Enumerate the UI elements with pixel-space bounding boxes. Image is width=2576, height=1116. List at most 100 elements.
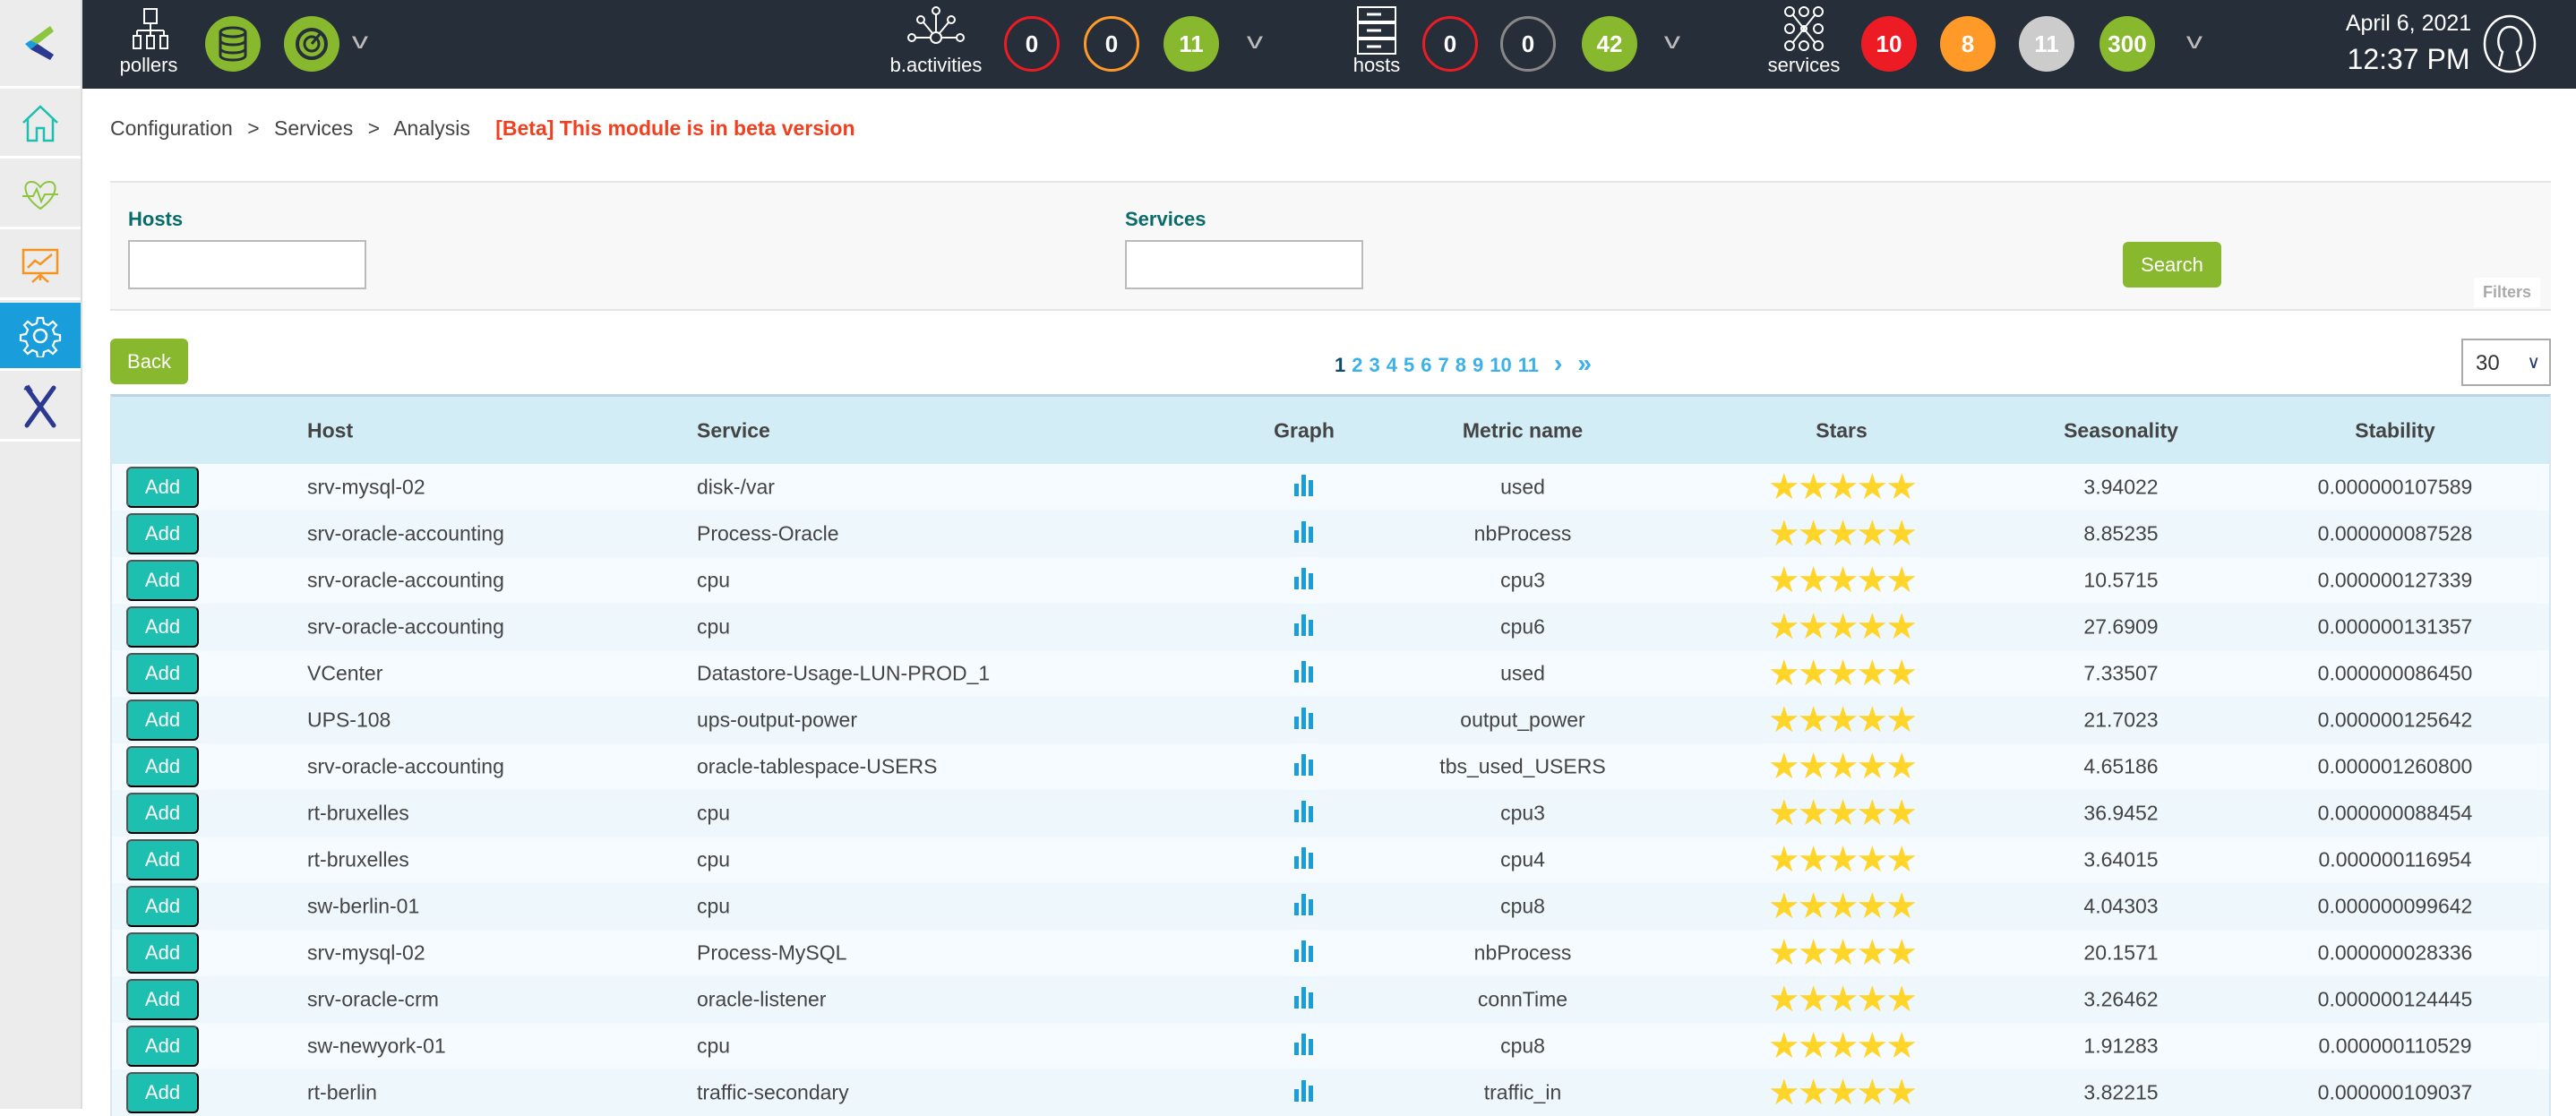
hosts-up-count[interactable]: 42 — [1582, 16, 1637, 72]
hosts-filter-input[interactable] — [128, 240, 366, 289]
metric-cell: nbProcess — [1473, 521, 1572, 545]
star-icon: ★ — [1856, 561, 1888, 600]
filters-tab[interactable]: Filters — [2473, 278, 2540, 307]
bactivities-critical-count[interactable]: 0 — [1004, 16, 1060, 72]
page-link[interactable]: 1 — [1335, 354, 1346, 376]
add-button[interactable]: Add — [126, 653, 199, 694]
add-button[interactable]: Add — [126, 932, 199, 974]
stars-rating: ★★★★★ — [1768, 560, 1918, 601]
per-page-select[interactable]: 30 ∨ — [2461, 339, 2551, 386]
bactivities-chevron-down-icon[interactable]: v — [1246, 27, 1264, 54]
host-cell: srv-oracle-accounting — [307, 568, 504, 592]
add-button[interactable]: Add — [126, 1026, 199, 1067]
sidebar-item-administration[interactable] — [0, 373, 81, 442]
bactivities-ok-count[interactable]: 11 — [1163, 16, 1219, 72]
page-link[interactable]: 8 — [1455, 354, 1466, 376]
last-page-link[interactable]: » — [1577, 349, 1592, 377]
hosts-filter-label: Hosts — [128, 208, 184, 230]
page-link[interactable]: 10 — [1490, 354, 1512, 376]
add-button[interactable]: Add — [126, 793, 199, 834]
seasonality-cell: 1.91283 — [2083, 1034, 2159, 1058]
pollers-menu[interactable]: pollers — [120, 0, 177, 89]
stability-cell: 0.000000125642 — [2317, 708, 2473, 732]
graph-icon[interactable] — [1292, 752, 1316, 781]
services-filter-input[interactable] — [1125, 240, 1363, 289]
star-icon: ★ — [1797, 980, 1830, 1019]
page-link[interactable]: 11 — [1517, 354, 1539, 376]
page-link[interactable]: 2 — [1352, 354, 1363, 376]
stars-rating: ★★★★★ — [1768, 793, 1918, 834]
service-cell: Datastore-Usage-LUN-PROD_1 — [697, 661, 991, 685]
logo[interactable] — [0, 0, 81, 89]
graph-icon[interactable] — [1292, 1078, 1316, 1107]
graph-icon[interactable] — [1292, 892, 1316, 921]
page-link[interactable]: 5 — [1404, 354, 1415, 376]
graph-icon[interactable] — [1292, 473, 1316, 502]
services-ok-count[interactable]: 300 — [2099, 16, 2155, 72]
col-stability: Stability — [2355, 418, 2435, 442]
page-link[interactable]: 7 — [1438, 354, 1449, 376]
pollers-chevron-down-icon[interactable]: v — [351, 27, 369, 54]
database-status-icon[interactable] — [205, 16, 261, 72]
add-button[interactable]: Add — [126, 979, 199, 1020]
hosts-down-count[interactable]: 0 — [1422, 16, 1478, 72]
breadcrumb-configuration[interactable]: Configuration — [110, 116, 233, 140]
graph-icon[interactable] — [1292, 1032, 1316, 1060]
services-unknown-count[interactable]: 11 — [2019, 16, 2074, 72]
stars-rating: ★★★★★ — [1768, 979, 1918, 1020]
sidebar-item-monitoring[interactable] — [0, 161, 81, 229]
sidebar-item-configuration[interactable] — [0, 303, 81, 371]
add-button[interactable]: Add — [126, 513, 199, 554]
stability-cell: 0.000000028336 — [2317, 940, 2473, 965]
page-link[interactable]: 3 — [1369, 354, 1380, 376]
service-cell: oracle-listener — [697, 987, 827, 1011]
graph-icon[interactable] — [1292, 566, 1316, 595]
services-warning-count[interactable]: 8 — [1940, 16, 1996, 72]
star-icon: ★ — [1885, 514, 1918, 554]
graph-icon[interactable] — [1292, 799, 1316, 828]
star-icon: ★ — [1826, 980, 1859, 1019]
add-button[interactable]: Add — [126, 700, 199, 741]
services-chevron-down-icon[interactable]: v — [2185, 27, 2203, 54]
add-button[interactable]: Add — [126, 746, 199, 787]
back-button[interactable]: Back — [110, 339, 188, 384]
bactivities-warning-count[interactable]: 0 — [1084, 16, 1139, 72]
graph-icon[interactable] — [1292, 939, 1316, 967]
add-button[interactable]: Add — [126, 560, 199, 601]
user-avatar-icon[interactable] — [2483, 14, 2537, 73]
search-button[interactable]: Search — [2123, 242, 2221, 288]
star-icon: ★ — [1826, 654, 1859, 693]
graph-icon[interactable] — [1292, 706, 1316, 734]
page-link[interactable]: 4 — [1386, 354, 1397, 376]
sidebar-item-home[interactable] — [0, 90, 81, 159]
graph-icon[interactable] — [1292, 519, 1316, 548]
page-link[interactable]: 6 — [1421, 354, 1432, 376]
graph-icon[interactable] — [1292, 659, 1316, 688]
seasonality-cell: 27.6909 — [2083, 614, 2159, 639]
add-button[interactable]: Add — [126, 839, 199, 880]
service-cell: cpu — [697, 568, 731, 592]
service-cell: ups-output-power — [697, 708, 857, 732]
graph-icon[interactable] — [1292, 613, 1316, 641]
services-critical-count[interactable]: 10 — [1861, 16, 1917, 72]
current-time: 12:37 PM — [2347, 43, 2470, 75]
hosts-unreachable-count[interactable]: 0 — [1500, 16, 1556, 72]
sidebar-item-reporting[interactable] — [0, 232, 81, 300]
add-button[interactable]: Add — [126, 467, 199, 508]
latency-status-icon[interactable] — [284, 16, 339, 72]
breadcrumb-services[interactable]: Services — [274, 116, 354, 140]
service-cell: cpu — [697, 847, 731, 871]
add-button[interactable]: Add — [126, 606, 199, 648]
breadcrumb-analysis[interactable]: Analysis — [393, 116, 470, 140]
sidebar — [0, 0, 82, 1109]
col-service: Service — [697, 418, 770, 442]
add-button[interactable]: Add — [126, 886, 199, 927]
hosts-chevron-down-icon[interactable]: v — [1663, 27, 1681, 54]
service-cell: cpu — [697, 1034, 731, 1058]
add-button[interactable]: Add — [126, 1072, 199, 1113]
services-label: services — [1767, 54, 1841, 76]
next-page-link[interactable]: › — [1554, 349, 1563, 377]
graph-icon[interactable] — [1292, 985, 1316, 1014]
page-link[interactable]: 9 — [1473, 354, 1484, 376]
graph-icon[interactable] — [1292, 846, 1316, 874]
